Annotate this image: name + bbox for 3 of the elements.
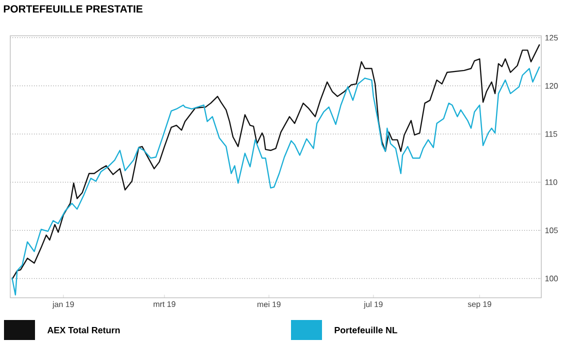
legend-label: AEX Total Return: [47, 326, 120, 334]
chart-title: PORTEFEUILLE PRESTATIE: [4, 5, 142, 13]
legend-label: Portefeuille NL: [334, 326, 398, 334]
